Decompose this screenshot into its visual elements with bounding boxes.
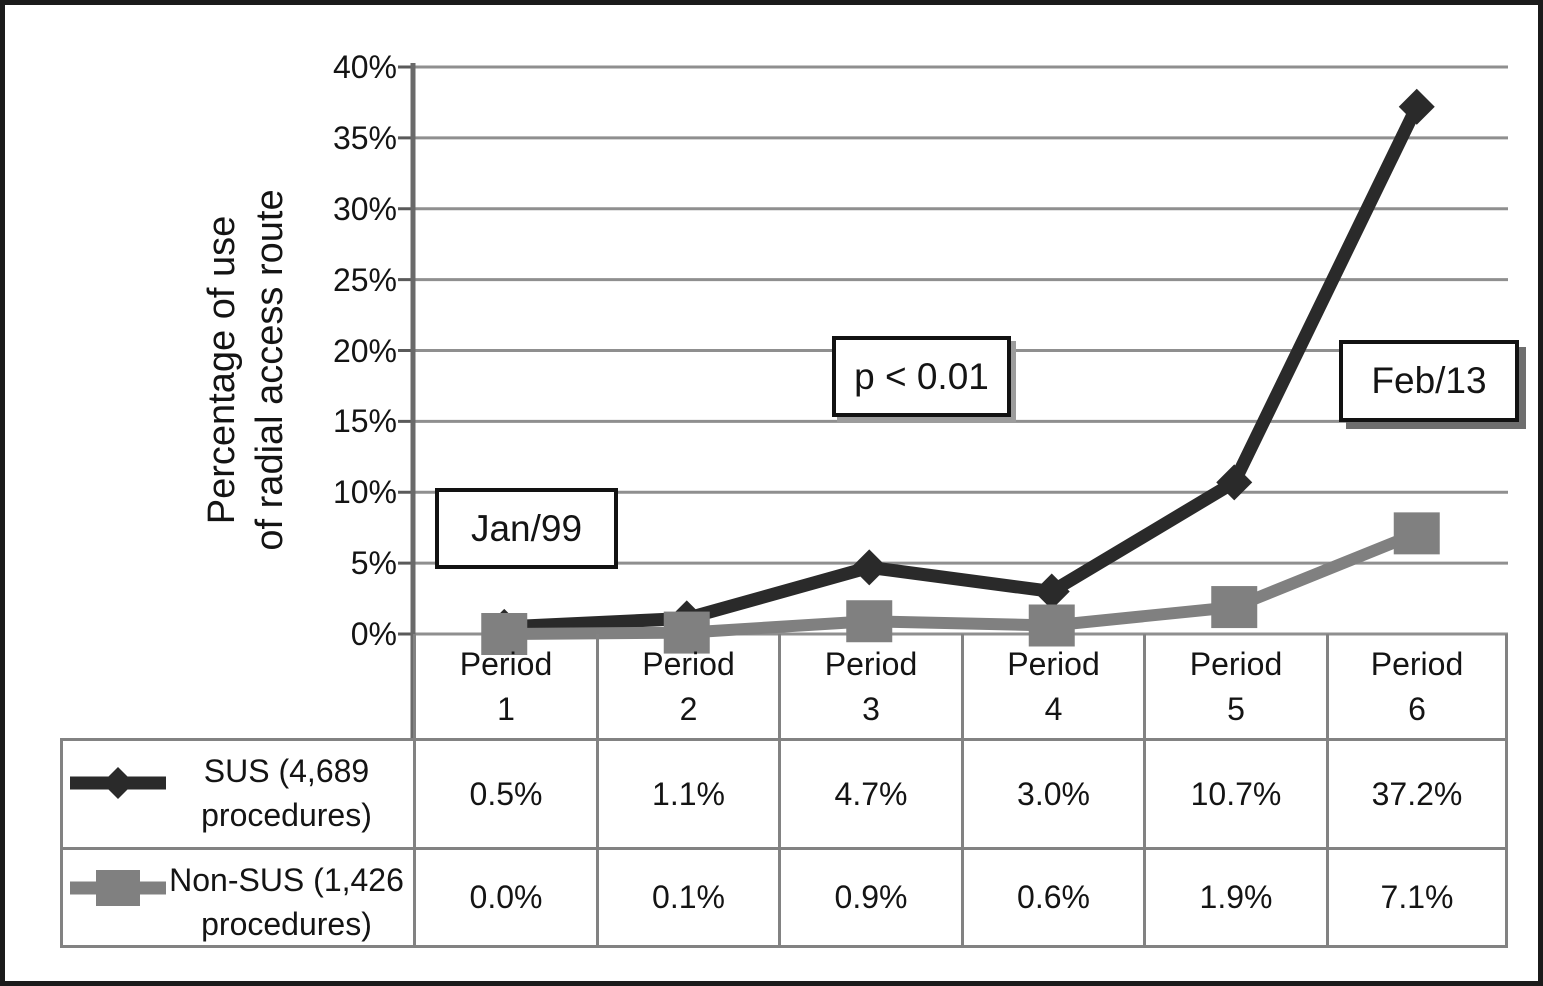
legend-cell-sus: SUS (4,689 procedures) <box>60 738 413 847</box>
nonsus-marker-square <box>1393 512 1440 555</box>
y-tick-label: 20% <box>332 332 397 369</box>
sus-series-line <box>503 103 1423 634</box>
value-cell-sus-period4: 3.0% <box>961 738 1143 847</box>
period-header-cell-1: Period 1 <box>413 634 596 738</box>
value-cell-sus-period2: 1.1% <box>596 738 778 847</box>
value-cell-sus-period3: 4.7% <box>778 738 961 847</box>
y-tick-label: 5% <box>350 545 397 582</box>
sus-marker-diamond <box>1033 573 1070 610</box>
y-tick-label: 40% <box>332 49 397 85</box>
period-header-cell-4: Period 4 <box>961 634 1143 738</box>
annotation-end-date: Feb/13 <box>1339 340 1519 422</box>
annotation-start-date: Jan/99 <box>435 488 618 569</box>
legend-label-nonsus: Non-SUS (1,426 procedures) <box>169 862 404 942</box>
legend-cell-nonsus: Non-SUS (1,426 procedures) <box>60 847 413 948</box>
y-tick-label: 0% <box>350 616 397 652</box>
value-cell-nonsus-period5: 1.9% <box>1143 847 1326 948</box>
nonsus-marker-square <box>846 600 893 643</box>
annotation-p-value: p < 0.01 <box>832 336 1011 417</box>
y-tick-label: 10% <box>332 474 397 511</box>
period-header-cell-6: Period 6 <box>1326 634 1508 738</box>
sus-series-marker-icon <box>70 767 166 799</box>
sus-marker-diamond <box>1216 464 1253 501</box>
nonsus-marker-square <box>663 611 710 654</box>
value-cell-sus-period5: 10.7% <box>1143 738 1326 847</box>
value-cell-nonsus-period3: 0.9% <box>778 847 961 948</box>
sus-marker-diamond <box>1398 88 1435 125</box>
legend-label-sus: SUS (4,689 procedures) <box>201 753 372 833</box>
value-cell-nonsus-period6: 7.1% <box>1326 847 1508 948</box>
period-header-cell-3: Period 3 <box>778 634 961 738</box>
nonsus-marker-square <box>1211 586 1258 629</box>
y-tick-label: 25% <box>332 261 397 298</box>
period-header-cell-2: Period 2 <box>596 634 778 738</box>
line-chart <box>398 63 1508 740</box>
nonsus-marker-square <box>481 613 528 655</box>
value-cell-nonsus-period4: 0.6% <box>961 847 1143 948</box>
y-tick-label: 30% <box>332 190 397 227</box>
nonsus-marker-square <box>1028 604 1075 647</box>
y-tick-label: 35% <box>332 119 397 156</box>
value-cell-sus-period6: 37.2% <box>1326 738 1508 847</box>
value-cell-nonsus-period2: 0.1% <box>596 847 778 948</box>
period-header-cell-5: Period 5 <box>1143 634 1326 738</box>
nonsus-series-line <box>504 527 1419 640</box>
y-tick-label: 15% <box>332 403 397 440</box>
value-cell-nonsus-period1: 0.0% <box>413 847 596 948</box>
sus-marker-diamond <box>851 549 888 586</box>
value-cell-sus-period1: 0.5% <box>413 738 596 847</box>
nonsus-series-marker-icon <box>70 870 166 906</box>
